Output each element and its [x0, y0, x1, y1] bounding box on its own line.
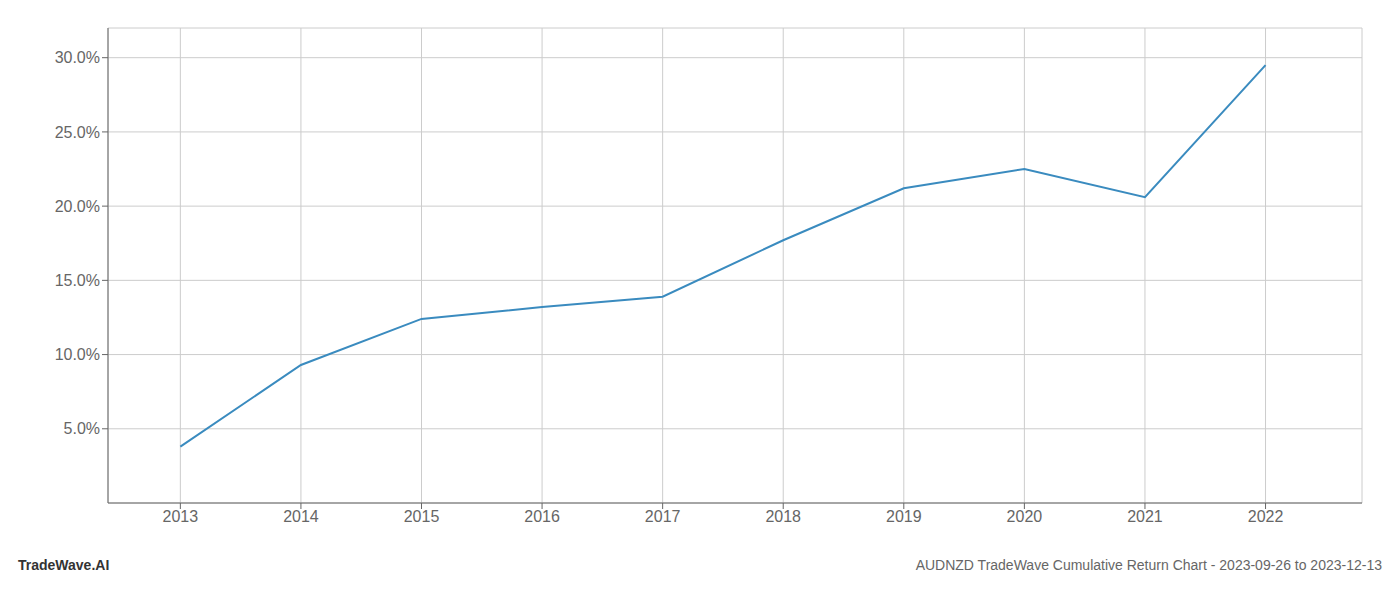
svg-text:2017: 2017	[645, 508, 681, 525]
html-text:TradeWave.AI: TradeWave.AI	[18, 557, 110, 573]
svg-text:2013: 2013	[163, 508, 199, 525]
svg-text:2016: 2016	[524, 508, 560, 525]
svg-text:20.0%: 20.0%	[55, 198, 100, 215]
svg-text:2018: 2018	[765, 508, 801, 525]
svg-text:2020: 2020	[1007, 508, 1043, 525]
svg-text:15.0%: 15.0%	[55, 272, 100, 289]
html-text:AUDNZD TradeWave Cumulative Re: AUDNZD TradeWave Cumulative Return Chart…	[915, 557, 1382, 573]
svg-text:5.0%: 5.0%	[64, 420, 100, 437]
svg-text:2021: 2021	[1127, 508, 1163, 525]
svg-text:2014: 2014	[283, 508, 319, 525]
svg-text:2019: 2019	[886, 508, 922, 525]
svg-text:2015: 2015	[404, 508, 440, 525]
svg-text:10.0%: 10.0%	[55, 346, 100, 363]
svg-text:25.0%: 25.0%	[55, 124, 100, 141]
svg-text:30.0%: 30.0%	[55, 49, 100, 66]
svg-text:2022: 2022	[1248, 508, 1284, 525]
